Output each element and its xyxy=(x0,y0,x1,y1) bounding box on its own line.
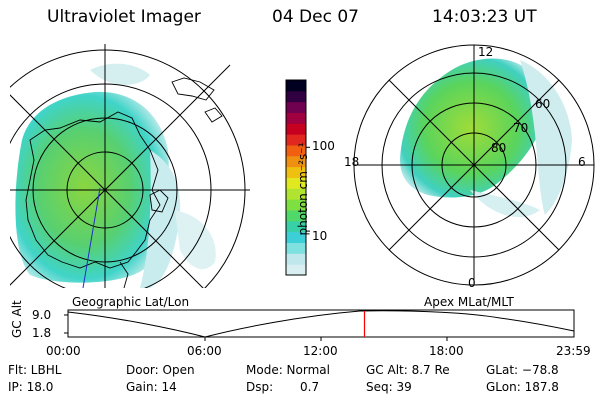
colorbar xyxy=(285,79,310,276)
gc-alt-info: GC Alt: 8.7 Re xyxy=(366,363,450,377)
right-panel-label: Apex MLat/MLT xyxy=(424,295,514,309)
mlt-label-12: 12 xyxy=(478,45,494,59)
colorbar-strip xyxy=(286,264,306,276)
colorbar-strip xyxy=(286,80,306,92)
instrument-title: Ultraviolet Imager xyxy=(47,7,201,27)
colorbar-gradient xyxy=(286,80,306,276)
colorbar-strip xyxy=(286,199,306,211)
colorbar-strip xyxy=(286,177,306,189)
colorbar-tick-100: 100 xyxy=(312,139,335,153)
mlat-label-70: 70 xyxy=(513,121,529,135)
glat-info: GLat: −78.8 xyxy=(486,363,559,377)
colorbar-strip xyxy=(286,166,306,178)
ip-info: IP: 18.0 xyxy=(8,380,54,394)
magnetic-dial xyxy=(353,44,595,286)
altitude-axis-label: GC Alt xyxy=(10,300,24,338)
dsp-value: 0.7 xyxy=(300,380,320,394)
mlt-label-0: 0 xyxy=(468,276,476,290)
seq-info: Seq: 39 xyxy=(366,380,412,394)
altitude-ytick-low: 1.8 xyxy=(32,326,52,340)
left-panel-label: Geographic Lat/Lon xyxy=(72,295,190,309)
colorbar-frame xyxy=(285,79,307,276)
altitude-ytick-high: 9.0 xyxy=(32,308,52,322)
colorbar-strip xyxy=(286,155,306,168)
colorbar-strip xyxy=(286,253,306,265)
time-tick-2359: 23:59 xyxy=(556,344,591,358)
altitude-plot xyxy=(64,309,575,341)
filter-info: Flt: LBHL xyxy=(8,363,62,377)
time-tick-0600: 06:00 xyxy=(187,344,222,358)
time-tick-0000: 00:00 xyxy=(46,344,81,358)
colorbar-strip xyxy=(286,101,306,113)
colorbar-strip xyxy=(286,112,306,124)
time-tick-1200: 12:00 xyxy=(303,344,338,358)
colorbar-strip xyxy=(286,145,306,157)
colorbar-strip xyxy=(286,210,306,222)
colorbar-strip xyxy=(286,90,306,103)
time-tick-1800: 18:00 xyxy=(429,344,464,358)
glon-info: GLon: 187.8 xyxy=(486,380,559,394)
satellite-ground-track xyxy=(82,187,101,288)
altitude-plot-frame xyxy=(67,309,575,338)
colorbar-strip xyxy=(286,188,306,200)
colorbar-tick-10: 10 xyxy=(312,229,328,243)
coastlines xyxy=(25,77,223,288)
mlat-label-60: 60 xyxy=(535,97,551,111)
mlt-label-18: 18 xyxy=(344,155,360,169)
colorbar-ticks xyxy=(306,146,310,232)
colorbar-strip xyxy=(286,134,306,146)
altitude-curve xyxy=(67,310,575,338)
geographic-grid xyxy=(10,44,250,288)
image-date: 04 Dec 07 xyxy=(272,7,359,27)
gain-info: Gain: 14 xyxy=(126,380,177,394)
mlat-label-80: 80 xyxy=(491,141,507,155)
auroral-emission-left xyxy=(15,63,216,288)
dsp-label: Dsp: xyxy=(246,380,274,394)
door-info: Door: Open xyxy=(126,363,195,377)
colorbar-strip xyxy=(286,123,306,135)
mode-info: Mode: Normal xyxy=(246,363,330,377)
geographic-map xyxy=(10,44,250,288)
image-time: 14:03:23 UT xyxy=(432,7,537,27)
magnetic-grid xyxy=(353,44,595,286)
colorbar-strip xyxy=(286,242,306,254)
colorbar-strip xyxy=(286,231,306,243)
colorbar-unit-label: photon cm⁻²s⁻¹ xyxy=(296,142,310,236)
mlt-label-6: 6 xyxy=(578,155,586,169)
auroral-emission-right xyxy=(400,58,572,218)
colorbar-strip xyxy=(286,220,306,233)
